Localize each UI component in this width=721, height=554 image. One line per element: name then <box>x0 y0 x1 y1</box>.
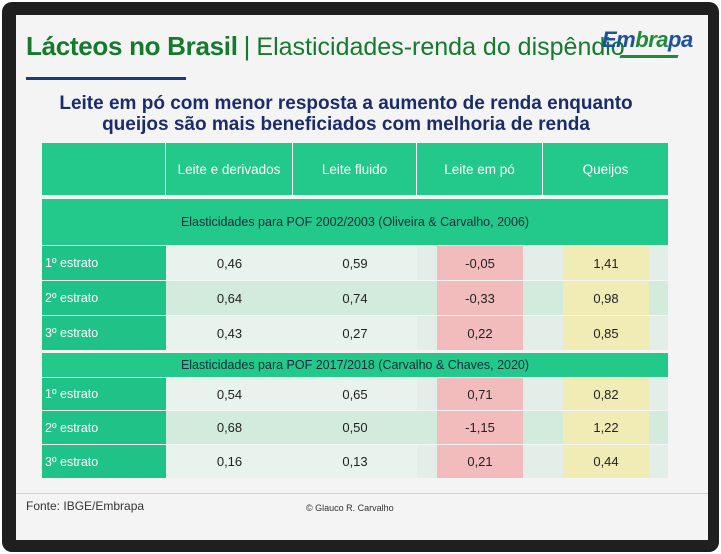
cell-gap <box>523 316 563 350</box>
title-separator: | <box>243 31 251 61</box>
table-cell: 0,22 <box>437 316 523 350</box>
section-title-2017: Elasticidades para POF 2017/2018 (Carval… <box>42 353 668 377</box>
cell-gap <box>523 281 563 315</box>
logo-part-1: Em <box>602 27 636 52</box>
table-cell: -1,15 <box>437 411 523 444</box>
header-leite-em-po: Leite em pó <box>417 143 543 195</box>
subtitle-line-1: Leite em pó com menor resposta a aumento… <box>59 93 633 114</box>
cell-gap <box>417 316 437 350</box>
logo-swoosh <box>619 55 679 58</box>
table-cell: 1,22 <box>563 411 649 444</box>
cell-gap <box>649 445 668 478</box>
table-cell: 0,68 <box>166 411 293 444</box>
section-title-2002: Elasticidades para POF 2002/2003 (Olivei… <box>42 199 668 245</box>
row-label: 2º estrato <box>42 411 166 444</box>
cell-gap <box>649 281 668 315</box>
logo-part-2: bra <box>635 27 668 52</box>
row-label: 1º estrato <box>42 378 166 410</box>
table-cell: 0,13 <box>293 445 417 478</box>
slide-subtitle: Leite em pó com menor resposta a aumento… <box>36 93 656 135</box>
title-underline <box>26 77 186 80</box>
logo-part-3: pa <box>668 27 693 52</box>
table-cell: 0,74 <box>293 281 417 315</box>
subtitle-line-2: queijos são mais beneficiados com melhor… <box>102 114 590 135</box>
table-cell: -0,33 <box>437 281 523 315</box>
footer-divider <box>16 493 708 494</box>
table-cell: 0,50 <box>293 411 417 444</box>
footer-credit: © Glauco R. Carvalho <box>306 503 394 513</box>
cell-gap <box>649 246 668 280</box>
table-cell: 0,27 <box>293 316 417 350</box>
table-cell: 0,65 <box>293 378 417 410</box>
table-cell: 1,41 <box>563 246 649 280</box>
table-cell: 0,82 <box>563 378 649 410</box>
row-label: 3º estrato <box>42 316 166 350</box>
header-leite-derivados: Leite e derivados <box>166 143 293 195</box>
row-label: 2º estrato <box>42 281 166 315</box>
cell-gap <box>417 411 437 444</box>
table-cell: 0,44 <box>563 445 649 478</box>
table-cell: 0,98 <box>563 281 649 315</box>
table-cell: 0,43 <box>166 316 293 350</box>
table-cell: -0,05 <box>437 246 523 280</box>
row-label: 3º estrato <box>42 445 166 478</box>
table-cell: 0,21 <box>437 445 523 478</box>
cell-gap <box>417 246 437 280</box>
title-bold: Lácteos no Brasil <box>26 31 238 61</box>
table-cell: 0,54 <box>166 378 293 410</box>
cell-gap <box>649 378 668 410</box>
table-cell: 0,85 <box>563 316 649 350</box>
footer-source: Fonte: IBGE/Embrapa <box>26 499 145 513</box>
header-corner <box>42 143 166 195</box>
slide-title: Lácteos no Brasil | Elasticidades-renda … <box>26 31 625 71</box>
cell-gap <box>417 445 437 478</box>
table-cell: 0,46 <box>166 246 293 280</box>
cell-gap <box>417 281 437 315</box>
table-cell: 0,71 <box>437 378 523 410</box>
header-queijos: Queijos <box>543 143 668 195</box>
cell-gap <box>649 411 668 444</box>
table-cell: 0,59 <box>293 246 417 280</box>
table-cell: 0,16 <box>166 445 293 478</box>
title-light: Elasticidades-renda do dispêndio <box>256 33 625 61</box>
embrapa-logo: Embrapa <box>602 27 693 53</box>
table-cell: 0,64 <box>166 281 293 315</box>
cell-gap <box>523 411 563 444</box>
header-leite-fluido: Leite fluido <box>293 143 417 195</box>
cell-gap <box>649 316 668 350</box>
elasticity-table: Leite e derivados Leite fluido Leite em … <box>42 143 668 478</box>
cell-gap <box>523 378 563 410</box>
cell-gap <box>417 378 437 410</box>
slide: Lácteos no Brasil | Elasticidades-renda … <box>16 15 708 540</box>
cell-gap <box>523 445 563 478</box>
cell-gap <box>523 246 563 280</box>
row-label: 1º estrato <box>42 246 166 280</box>
